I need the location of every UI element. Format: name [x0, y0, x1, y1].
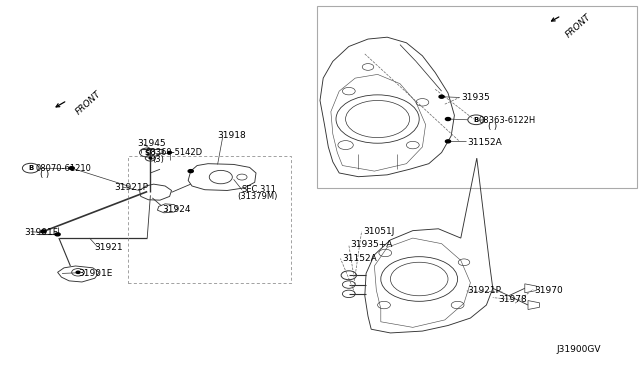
- Text: 31921P: 31921P: [114, 183, 148, 192]
- Text: B: B: [28, 165, 33, 171]
- Text: (3): (3): [152, 155, 164, 164]
- Text: 31901F: 31901F: [24, 228, 58, 237]
- Text: 31901E: 31901E: [78, 269, 113, 278]
- Text: 31921: 31921: [95, 243, 124, 252]
- Circle shape: [168, 151, 172, 154]
- Text: 31935+A: 31935+A: [351, 240, 393, 249]
- Text: 31924: 31924: [162, 205, 191, 214]
- Text: FRONT: FRONT: [564, 12, 593, 40]
- Text: S: S: [145, 150, 150, 155]
- Text: 08363-6122H: 08363-6122H: [479, 116, 536, 125]
- Text: 31935: 31935: [461, 93, 490, 102]
- Circle shape: [41, 230, 46, 233]
- Text: 08070-61210: 08070-61210: [35, 164, 91, 173]
- Text: B: B: [474, 117, 479, 123]
- Text: 31152A: 31152A: [467, 138, 502, 147]
- Circle shape: [55, 233, 60, 236]
- Text: FRONT: FRONT: [74, 89, 102, 117]
- Circle shape: [149, 157, 152, 159]
- Circle shape: [76, 271, 80, 273]
- Circle shape: [445, 118, 451, 121]
- Text: SEC.311: SEC.311: [242, 185, 276, 194]
- Bar: [128, 156, 291, 283]
- Text: 31051J: 31051J: [364, 227, 395, 236]
- Circle shape: [188, 170, 193, 173]
- Text: 31945: 31945: [138, 139, 166, 148]
- Circle shape: [69, 167, 74, 170]
- Text: 31921P: 31921P: [467, 286, 501, 295]
- Text: J31900GV: J31900GV: [557, 345, 602, 354]
- Bar: [317, 6, 637, 188]
- Text: 31918: 31918: [218, 131, 246, 140]
- Text: 31152A: 31152A: [342, 254, 377, 263]
- Text: ( ): ( ): [40, 170, 49, 179]
- Text: (31379M): (31379M): [237, 192, 277, 201]
- Text: ( ): ( ): [488, 122, 497, 131]
- Circle shape: [439, 95, 444, 98]
- Circle shape: [445, 140, 451, 143]
- Text: 08360-5142D: 08360-5142D: [146, 148, 203, 157]
- Text: 31978: 31978: [498, 295, 527, 304]
- Text: 31970: 31970: [534, 286, 563, 295]
